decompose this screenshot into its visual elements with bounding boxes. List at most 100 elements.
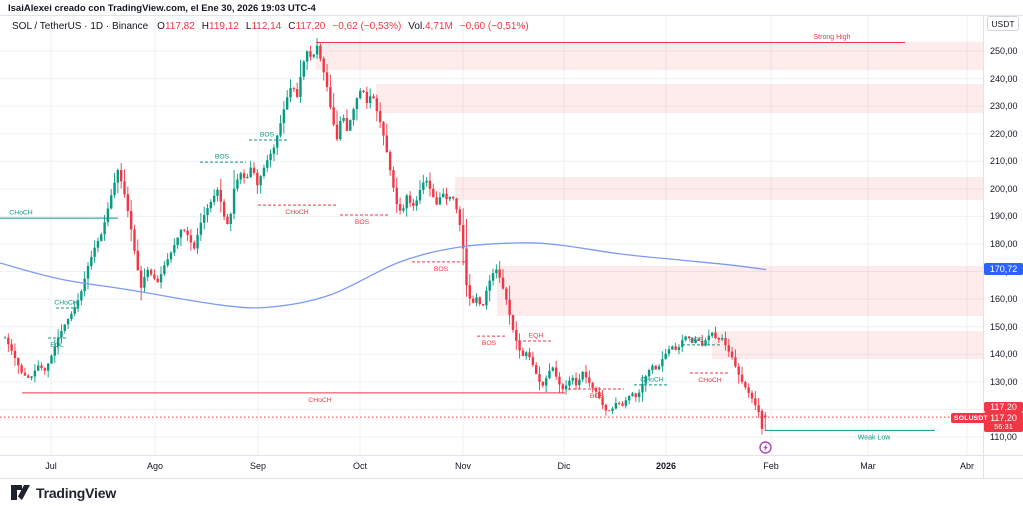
candle-body [362, 90, 365, 93]
candle-body [760, 410, 764, 429]
structure-label[interactable]: CHoCH [54, 299, 78, 306]
structure-label[interactable]: BOS [689, 336, 704, 343]
candle-body [116, 170, 120, 183]
price-change: −0,62 (−0,53%) [332, 20, 402, 32]
candle-body [222, 201, 226, 217]
candle-body [754, 398, 757, 406]
candle-body [325, 72, 329, 88]
structure-label[interactable]: BOS [215, 154, 230, 161]
candle-body [100, 234, 103, 241]
candle-body [468, 285, 471, 299]
supply-zone[interactable] [376, 84, 983, 114]
time-axis-label: 2026 [655, 461, 677, 471]
candle-body [531, 357, 535, 365]
symbol-title[interactable]: SOL / TetherUS · 1D · Binance [12, 20, 149, 32]
candle-body [355, 98, 359, 110]
structure-label[interactable]: CHoCH [285, 209, 309, 216]
candle-body [677, 347, 681, 351]
candle-body [604, 404, 608, 411]
candle-body [475, 297, 478, 303]
structure-label[interactable]: CHoCH [640, 376, 664, 383]
candle-body [206, 208, 209, 216]
supply-zone[interactable] [316, 41, 983, 71]
candle-body [734, 357, 737, 367]
structure-label[interactable]: BOS [260, 132, 275, 139]
time-axis-label: Jul [45, 461, 57, 471]
candle-body [408, 195, 412, 203]
structure-label[interactable]: EQL [50, 342, 64, 349]
candle-body [199, 222, 203, 235]
time-axis-label: Feb [763, 461, 779, 471]
candle-body [312, 54, 315, 57]
price-tick-label: 200,00 [990, 183, 1018, 194]
moving-average-line[interactable] [0, 242, 767, 309]
candle-body [176, 237, 179, 246]
candle-body [631, 393, 634, 396]
candle-body [637, 392, 641, 398]
candle-body [544, 378, 548, 386]
structure-label[interactable]: EQH [529, 333, 544, 340]
candle-body [714, 332, 717, 338]
tradingview-logo-icon [11, 485, 30, 500]
candle-body [691, 338, 694, 343]
candle-body [365, 92, 369, 103]
candlestick-chart[interactable]: CHoCH CHoCH EQL BOS BOS CHoCH BOS BOS BOS EQH CHoC… [0, 0, 1023, 478]
supply-zone[interactable] [712, 331, 983, 359]
structure-label[interactable]: BOS [355, 219, 370, 226]
tradingview-logo[interactable]: TradingView [10, 484, 116, 501]
candle-body [133, 229, 136, 251]
structure-label[interactable]: BOS [590, 393, 605, 400]
candle-body [292, 88, 296, 90]
price-tick-label: 160,00 [990, 294, 1018, 305]
lightning-bolt-glyph [763, 443, 768, 452]
candle-body [485, 290, 488, 306]
candle-body [471, 298, 475, 303]
price-tick-label: 230,00 [990, 101, 1018, 112]
time-axis-label: Dic [557, 461, 571, 471]
candle-body [329, 87, 332, 108]
candle-body [319, 45, 322, 59]
ma-value-badge: 170,72 [984, 263, 1023, 275]
candle-body [667, 349, 671, 354]
candle-body [249, 167, 252, 177]
candle-body [179, 229, 183, 238]
structure-label[interactable]: CHoCH [308, 397, 332, 404]
candle-body [495, 269, 498, 274]
candle-body [425, 180, 428, 183]
structure-label[interactable]: CHoCH [9, 210, 33, 217]
supply-zone[interactable] [455, 176, 983, 200]
candle-body [697, 339, 701, 341]
candle-body [448, 196, 452, 200]
candle-body [511, 314, 515, 330]
candle-body [276, 135, 279, 148]
currency-toggle-button[interactable]: USDT [987, 16, 1019, 31]
price-axis-separator [983, 15, 984, 478]
candle-body [627, 395, 631, 401]
candle-body [226, 216, 229, 225]
symbol-legend[interactable]: SOL / TetherUS · 1D · Binance O117,82 H1… [12, 19, 529, 33]
candle-body [305, 51, 309, 62]
structure-label[interactable]: Strong High [814, 34, 851, 41]
structure-label[interactable]: BOS [434, 266, 449, 273]
candle-body [219, 189, 222, 202]
candle-body [518, 340, 521, 351]
structure-label[interactable]: BOS [482, 340, 497, 347]
candle-body [93, 247, 96, 257]
supply-zone[interactable] [497, 266, 983, 316]
candle-body [750, 392, 754, 399]
candle-body [27, 375, 30, 378]
candle-body [594, 388, 598, 392]
candle-body [634, 393, 637, 398]
candle-body [428, 180, 432, 189]
candle-body [342, 117, 345, 121]
candle-body [37, 365, 40, 371]
ohlc-low: L112,14 [245, 20, 282, 32]
candle-body [461, 224, 465, 249]
candle-body [315, 45, 319, 55]
price-tick-label: 210,00 [990, 156, 1018, 167]
candle-body [272, 147, 276, 154]
candle-body [402, 208, 405, 211]
tradingview-logo-text: TradingView [36, 484, 117, 501]
structure-label[interactable]: CHoCH [698, 377, 722, 384]
structure-label[interactable]: Weak Low [858, 434, 891, 441]
